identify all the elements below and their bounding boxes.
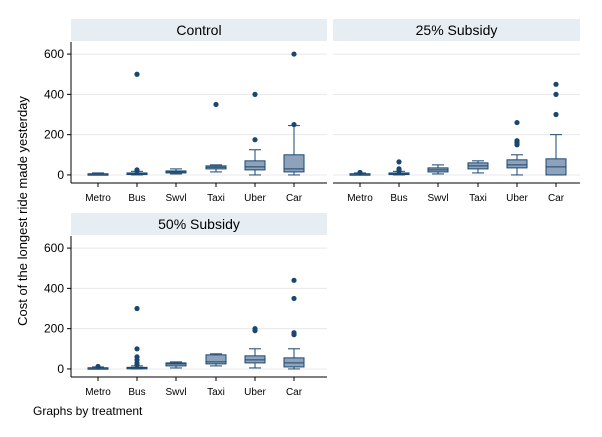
outlier-point bbox=[134, 346, 140, 352]
y-tick-label: 200 bbox=[44, 322, 64, 336]
outlier-point bbox=[252, 137, 258, 143]
box-taxi bbox=[205, 101, 227, 173]
outlier-point bbox=[553, 91, 559, 97]
x-tick-label: Metro bbox=[347, 193, 373, 204]
x-tick-label: Taxi bbox=[469, 193, 487, 204]
box-swvl bbox=[165, 361, 187, 369]
iqr-box bbox=[283, 154, 305, 173]
outlier-point bbox=[553, 111, 559, 118]
box-uber bbox=[506, 119, 528, 176]
box-swvl bbox=[165, 168, 187, 175]
x-tick-label: Swvl bbox=[427, 193, 448, 204]
box-taxi bbox=[467, 160, 489, 174]
panel-0: Control 0 200 400 600 Metro Bus Swvl Taxi Uber Car bbox=[44, 19, 327, 204]
x-tick-label: Swvl bbox=[165, 387, 186, 398]
box-uber bbox=[244, 326, 266, 369]
iqr-box bbox=[205, 354, 227, 365]
box-metro bbox=[349, 169, 371, 176]
outlier-point bbox=[514, 138, 520, 144]
x-tick-label: Bus bbox=[390, 193, 407, 204]
x-tick-label: Uber bbox=[506, 193, 528, 204]
x-tick-label: Taxi bbox=[207, 193, 225, 204]
iqr-box bbox=[506, 159, 528, 169]
iqr-box bbox=[244, 160, 266, 171]
panels-layer: Control 0 200 400 600 Metro Bus Swvl Taxi Uber Car… bbox=[44, 19, 580, 398]
graphs-by-note: Graphs by treatment bbox=[33, 404, 143, 418]
iqr-box bbox=[165, 362, 187, 367]
iqr-box bbox=[244, 355, 266, 364]
panel-title: 25% Subsidy bbox=[416, 22, 498, 38]
outlier-point bbox=[291, 277, 297, 283]
box-car bbox=[283, 277, 305, 370]
x-tick-label: Car bbox=[286, 193, 303, 204]
x-tick-label: Uber bbox=[244, 387, 266, 398]
outlier-point bbox=[357, 169, 363, 176]
x-tick-label: Bus bbox=[128, 387, 145, 398]
outlier-point bbox=[291, 330, 297, 336]
x-tick-label: Metro bbox=[85, 387, 111, 398]
outlier-point bbox=[134, 71, 140, 77]
y-tick-label: 600 bbox=[44, 47, 64, 61]
panel-header bbox=[71, 19, 327, 41]
x-tick-label: Car bbox=[548, 193, 565, 204]
panel-2: 50% Subsidy 0 200 400 600 Metro Bus Swvl Taxi Ube… bbox=[44, 213, 327, 398]
box-taxi bbox=[205, 353, 227, 367]
panel-title: Control bbox=[176, 22, 221, 38]
box-bus bbox=[388, 159, 410, 176]
box-metro bbox=[87, 363, 109, 370]
box-bus bbox=[126, 71, 148, 176]
outlier-point bbox=[252, 326, 258, 332]
outlier-point bbox=[291, 51, 297, 57]
box-bus bbox=[126, 305, 148, 370]
outlier-point bbox=[396, 166, 402, 172]
x-tick-label: Bus bbox=[128, 193, 145, 204]
outlier-point bbox=[252, 91, 258, 97]
y-tick-label: 400 bbox=[44, 281, 64, 295]
box-car bbox=[283, 51, 305, 176]
y-tick-label: 0 bbox=[57, 168, 64, 182]
y-tick-label: 0 bbox=[57, 362, 64, 376]
box-car bbox=[545, 81, 567, 176]
x-tick-label: Uber bbox=[244, 193, 266, 204]
outlier-point bbox=[134, 305, 140, 312]
x-tick-label: Taxi bbox=[207, 387, 225, 398]
outlier-point bbox=[553, 81, 559, 87]
y-tick-label: 200 bbox=[44, 128, 64, 142]
outlier-point bbox=[134, 167, 140, 173]
iqr-box bbox=[283, 357, 305, 368]
panel-header bbox=[333, 19, 580, 41]
outlier-point bbox=[213, 101, 219, 108]
y-tick-label: 600 bbox=[44, 241, 64, 255]
outlier-point bbox=[291, 121, 297, 128]
box-uber bbox=[244, 91, 266, 176]
panel-1: 25% Subsidy Metro Bus Swvl Taxi Uber Car bbox=[333, 19, 580, 204]
x-tick-label: Car bbox=[286, 387, 303, 398]
panel-title: 50% Subsidy bbox=[158, 216, 240, 232]
outlier-point bbox=[134, 354, 140, 360]
panel-header bbox=[71, 213, 327, 235]
outlier-point bbox=[291, 295, 297, 302]
y-axis-label: Cost of the longest ride made yesterday bbox=[15, 96, 30, 326]
x-tick-label: Swvl bbox=[165, 193, 186, 204]
outlier-point bbox=[514, 119, 520, 126]
x-tick-label: Metro bbox=[85, 193, 111, 204]
box-swvl bbox=[427, 164, 449, 175]
outlier-point bbox=[396, 159, 402, 165]
box-metro bbox=[87, 172, 109, 176]
y-tick-label: 400 bbox=[44, 87, 64, 101]
outlier-point bbox=[95, 363, 101, 370]
